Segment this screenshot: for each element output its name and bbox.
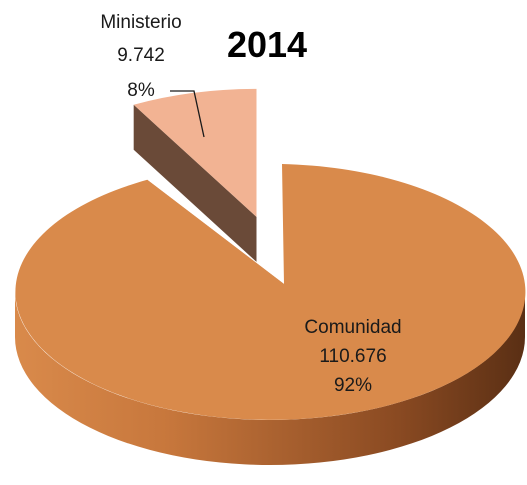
chart-title-text: 2014 [227, 24, 307, 65]
slice-label-comunidad-percent: 92% [334, 375, 372, 396]
slice-ministerio-side [133, 104, 257, 262]
slice-ministerio [133, 88, 257, 217]
label-ministerio: Ministerio 9.742 8% [100, 12, 205, 138]
pie-slices [15, 88, 526, 465]
slice-comunidad [15, 164, 526, 420]
slice-label-comunidad-name: Comunidad [304, 317, 401, 338]
ministerio-leader-line [170, 90, 205, 138]
slice-label-ministerio-name: Ministerio [100, 12, 181, 33]
slice-label-comunidad-value: 110.676 [319, 346, 386, 367]
slice-comunidad-side [15, 292, 525, 465]
chart-title: 2014 [227, 24, 307, 65]
slice-label-ministerio-value: 9.742 [117, 45, 165, 66]
label-comunidad: Comunidad 110.676 92% [304, 317, 401, 396]
slice-label-ministerio-percent: 8% [127, 80, 155, 101]
